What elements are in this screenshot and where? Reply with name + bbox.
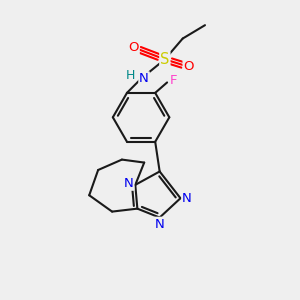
Text: N: N <box>124 177 134 190</box>
Text: F: F <box>170 74 177 88</box>
Text: O: O <box>183 60 194 73</box>
Text: N: N <box>139 72 149 85</box>
Text: H: H <box>126 69 135 82</box>
Text: O: O <box>128 41 139 54</box>
Text: N: N <box>182 192 192 205</box>
Text: N: N <box>155 218 164 231</box>
Text: S: S <box>160 52 170 67</box>
